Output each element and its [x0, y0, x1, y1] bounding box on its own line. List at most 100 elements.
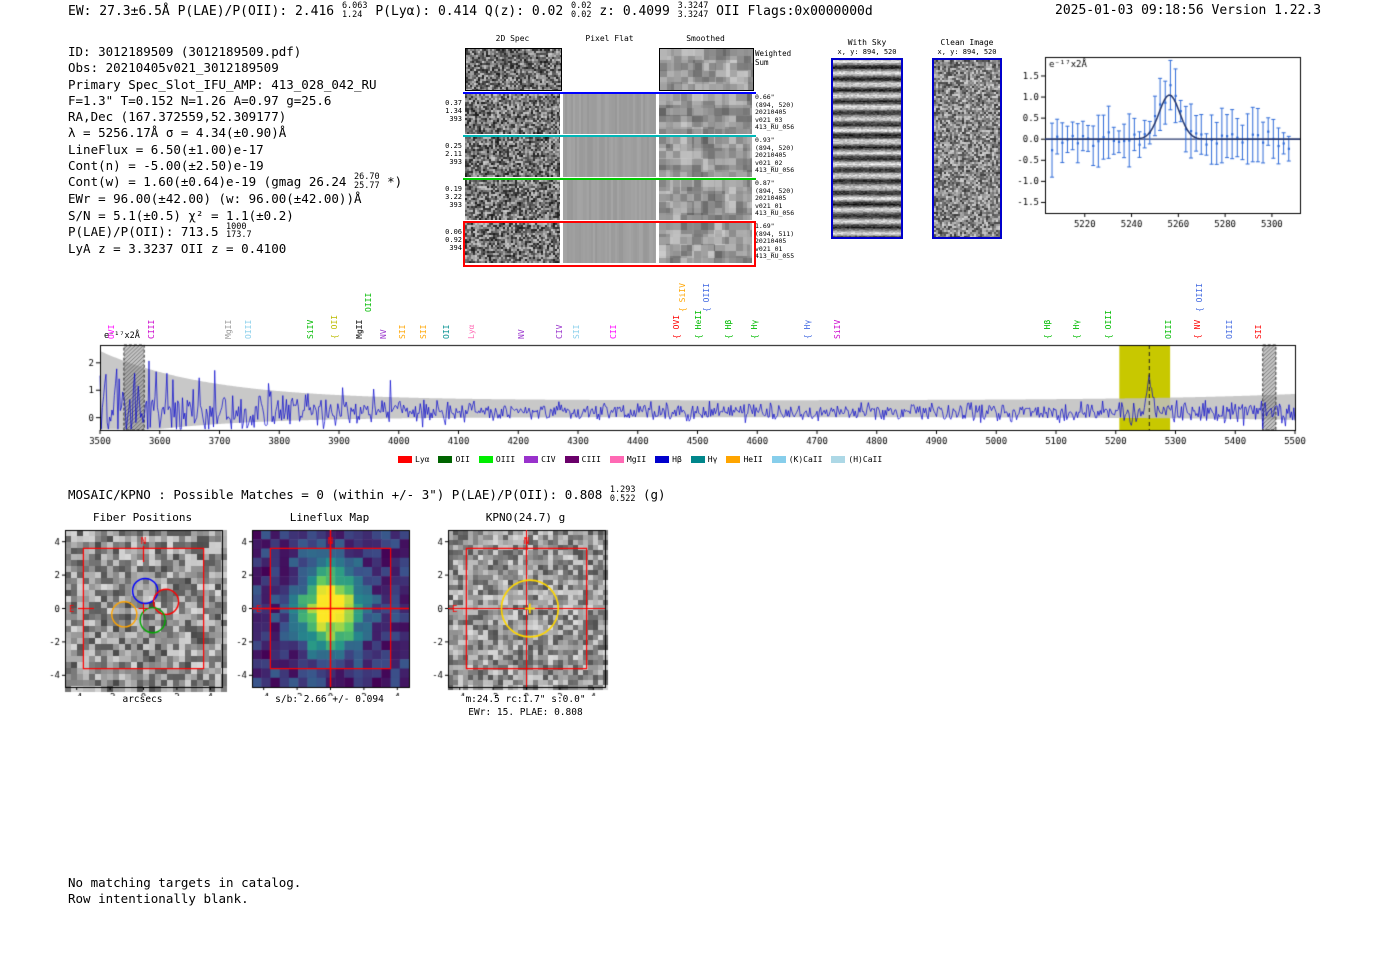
uncertainty-high: 1000 [226, 221, 247, 232]
info-text: ID: 3012189509 (3012189509.pdf) [68, 44, 302, 59]
emission-line-label: OIII [1163, 319, 1173, 339]
spec2d-row-annotation: 1.69" (894, 511) 20210405 v021_01 413_RU_055 [755, 222, 807, 261]
annotation-line: 413_RU_056 [755, 166, 795, 175]
emission-line-label: MgII [223, 319, 233, 339]
lineflux-map-canvas [222, 524, 417, 696]
info-line: Cont(w) = 1.60(±0.64)e-19 (gmag 26.24 26… [68, 172, 403, 191]
kpno-image-canvas [418, 524, 613, 696]
kpno-title: KPNO(24.7) g [485, 511, 566, 524]
annotation-line: (894, 520) [755, 186, 795, 195]
spec2d-row-annotation: 0.93" (894, 520) 20210405 v021_02 413_RU_056 [755, 136, 807, 175]
info-line: LineFlux = 6.50(±1.00)e-17 [68, 142, 402, 158]
emission-line-label: Lyα [467, 324, 476, 339]
legend-label: (K)CaII [788, 455, 823, 464]
spec2d-weighted-smoothed-canvas [659, 48, 754, 91]
info-line: Primary Spec_Slot_IFU_AMP: 413_028_042_R… [68, 77, 402, 93]
info-text: P(LAE)/P(OII): 713.5 [68, 223, 227, 239]
spec2d-row-smoothed-canvas [659, 223, 752, 263]
emission-line-label: { Hγ [1071, 319, 1081, 339]
legend-label: MgII [626, 455, 647, 464]
kpno-caption-2: EWr: 15. PLAE: 0.808 [468, 707, 583, 718]
spec2d-row-2dspec-canvas [465, 223, 560, 263]
info-line: S/N = 5.1(±0.5) χ² = 1.1(±0.2) [68, 208, 402, 224]
spec2d-row-pixelflat-canvas [563, 137, 656, 177]
annotation-line: 20210405 [755, 237, 787, 246]
emission-line-label: { Hγ [750, 319, 760, 339]
info-text: Obs: 20210405v021_3012189509 [68, 60, 279, 76]
emission-line-label: { Hβ [1043, 319, 1052, 339]
header-stacked-uncertainty: 0.02 0.02 [571, 2, 591, 19]
spec2d-row-annotation: 0.66" (894, 520) 20210405 v021_03 413_RU_056 [755, 93, 807, 132]
info-text: Cont(n) = -5.00(±2.50)e-19 [68, 158, 264, 174]
spec2d-row-separator [463, 92, 756, 94]
header-text: P(Lyα): 0.414 Q(z): 0.02 [367, 4, 572, 19]
legend-label: CIII [581, 455, 601, 464]
legend-label: OII [455, 455, 470, 464]
info-line: ID: 3012189509 (3012189509.pdf) [68, 44, 402, 60]
annotation-line: 20210405 [755, 151, 787, 160]
legend-item: CIII [564, 455, 601, 464]
weight-value: 393 [449, 201, 462, 209]
uncertainty-low: 1.24 [341, 9, 363, 20]
annotation-line: v021_03 [755, 115, 783, 124]
uncertainty-high: 26.70 [353, 172, 380, 183]
annotation-line: (894, 511) [755, 229, 795, 238]
annotation-line: 20210405 [755, 194, 787, 203]
zoom-spectrum-canvas [1000, 45, 1310, 230]
spec2d-row-weight-label: 0.25 2.11 393 [443, 142, 462, 166]
info-text: F=1.3" T=0.152 N=1.26 A=0.97 g=25.6 [68, 92, 332, 108]
spec2d-row-pixelflat-canvas [563, 94, 656, 134]
spec2d-selected-row-outline [463, 221, 756, 267]
clean-image-canvas [932, 58, 1002, 239]
emission-line-label: { NV [1192, 319, 1202, 339]
emission-line-label: { Hβ [723, 319, 733, 339]
spec2d-panel-grid: 2D Spec Pixel Flat Smoothed Weighted Sum 0.3… [443, 34, 808, 268]
spec2d-row-smoothed-canvas [659, 180, 752, 220]
weight-value: 0.19 [445, 185, 462, 193]
info-stacked-uncertainty: 1000 173.7 [226, 223, 252, 240]
footer-note-line: Row intentionally blank. [68, 890, 249, 906]
kpno-caption-1: m:24.5 rc:1.7" s:0.0" [465, 694, 586, 705]
uncertainty-high: 0.02 [571, 1, 592, 11]
emission-line-label: NV [378, 329, 388, 339]
withsky-image-canvas [831, 58, 903, 239]
legend-swatch [690, 456, 705, 463]
spec2d-weighted-2dspec-canvas [465, 48, 562, 91]
info-text: RA,Dec (167.372559,52.309177) [68, 109, 287, 125]
withsky-coords: x, y: 894, 520 [837, 48, 897, 56]
emission-line-label: SII [398, 324, 408, 339]
weight-value: 0.37 [445, 99, 462, 107]
mosaic-text: MOSAIC/KPNO : Possible Matches = 0 (with… [68, 487, 610, 502]
spectrum-legend: Lyα OII OIII CIV CIII MgII Hβ Hγ HeII (K)CaII (H)C… [398, 448, 891, 467]
annotation-line: (894, 520) [755, 143, 795, 152]
legend-swatch [478, 456, 493, 463]
spec2d-row-separator [463, 178, 756, 180]
annotation-line: 1.69" [755, 222, 775, 230]
info-line: RA,Dec (167.372559,52.309177) [68, 109, 402, 125]
timestamp-version: 2025-01-03 09:18:56 Version 1.22.3 [1055, 3, 1322, 18]
legend-swatch [398, 456, 412, 463]
weight-value: 0.92 [445, 236, 462, 244]
info-text: *) [379, 174, 403, 190]
header-stacked-uncertainty: 6.063 1.24 [342, 2, 368, 19]
annotation-line: 0.66" [755, 93, 775, 101]
uncertainty-low: 0.522 [609, 493, 636, 504]
header-text: z: 0.4099 [591, 4, 678, 19]
legend-item: OII [438, 455, 470, 464]
spec2d-col-header: Pixel Flat [585, 34, 634, 43]
emission-line-label: CIV [554, 324, 564, 339]
weight-value: 0.25 [445, 142, 462, 150]
legend-swatch [438, 456, 453, 463]
annotation-line: 20210405 [755, 108, 787, 117]
weight-value: 393 [449, 158, 462, 166]
info-line: Obs: 20210405v021_3012189509 [68, 60, 402, 76]
legend-swatch [831, 456, 846, 463]
main-spectrum-canvas [86, 337, 1316, 459]
emission-line-label: SII [572, 324, 582, 339]
info-line: EWr = 96.00(±42.00) (w: 96.00(±42.00))Å [68, 191, 402, 207]
emission-line-label: SII [1253, 324, 1263, 339]
legend-swatch [655, 456, 670, 463]
info-line: F=1.3" T=0.152 N=1.26 A=0.97 g=25.6 [68, 93, 402, 109]
uncertainty-low: 25.77 [353, 180, 380, 191]
